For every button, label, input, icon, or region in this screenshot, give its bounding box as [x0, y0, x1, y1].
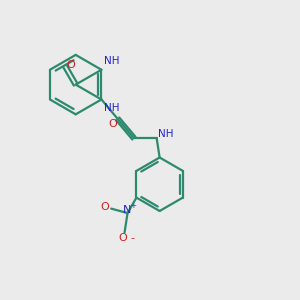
Text: NH: NH	[104, 103, 120, 113]
Text: O: O	[66, 60, 75, 70]
Text: O: O	[119, 233, 128, 243]
Text: +: +	[130, 202, 136, 208]
Text: O: O	[101, 202, 110, 212]
Text: -: -	[130, 233, 134, 243]
Text: O: O	[108, 119, 117, 129]
Text: N: N	[123, 205, 132, 215]
Text: NH: NH	[104, 56, 120, 66]
Text: NH: NH	[158, 129, 173, 139]
